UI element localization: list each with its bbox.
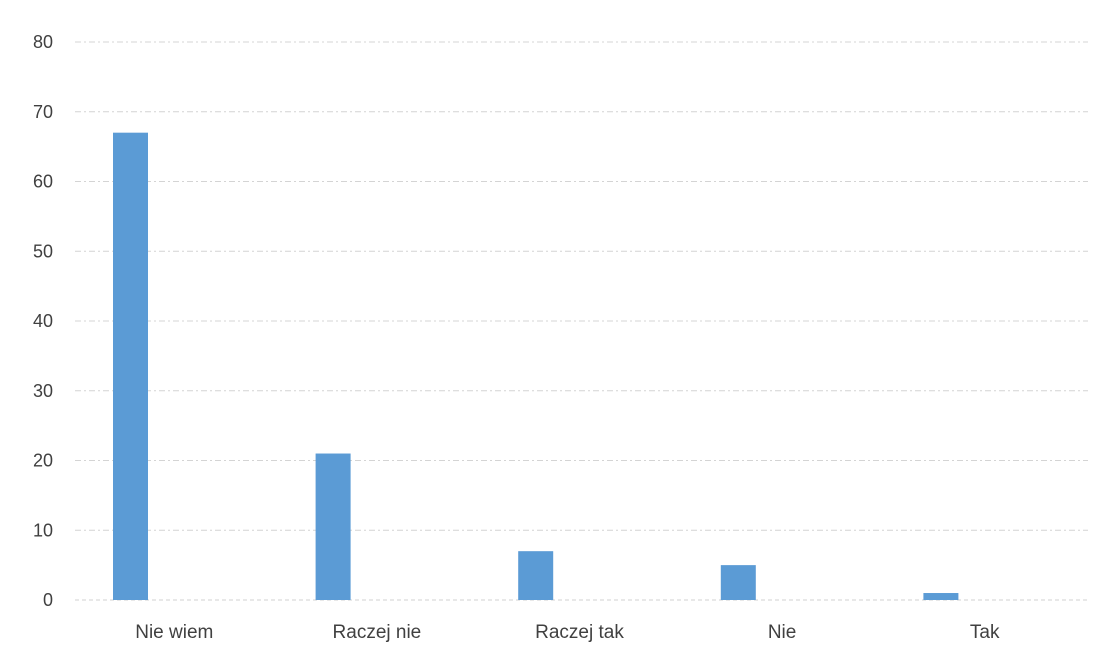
y-tick-label: 80 [33,32,53,52]
y-tick-label: 60 [33,172,53,192]
y-axis-tick-labels: 0 10 20 30 40 50 60 70 80 [33,32,53,610]
bars [113,132,959,601]
y-tick-label: 50 [33,241,53,261]
bar-nie [720,565,756,600]
gridlines [75,41,1088,601]
y-tick-label: 40 [33,311,53,331]
x-axis-category-labels: Nie wiem Raczej nie Raczej tak Nie Tak [135,622,1000,643]
y-tick-label: 70 [33,102,53,122]
y-tick-label: 10 [33,520,53,540]
x-category-label: Raczej tak [535,622,624,643]
x-category-label: Raczej nie [333,622,422,643]
y-tick-label: 20 [33,451,53,471]
bar-nie-wiem [113,132,148,601]
bar-raczej-nie [315,453,351,600]
y-tick-label: 30 [33,381,53,401]
y-tick-label: 0 [43,590,53,610]
bar-tak [923,593,959,600]
bar-raczej-tak [518,551,554,600]
x-category-label: Nie [768,622,797,643]
x-category-label: Nie wiem [135,622,213,643]
x-category-label: Tak [970,622,1000,643]
